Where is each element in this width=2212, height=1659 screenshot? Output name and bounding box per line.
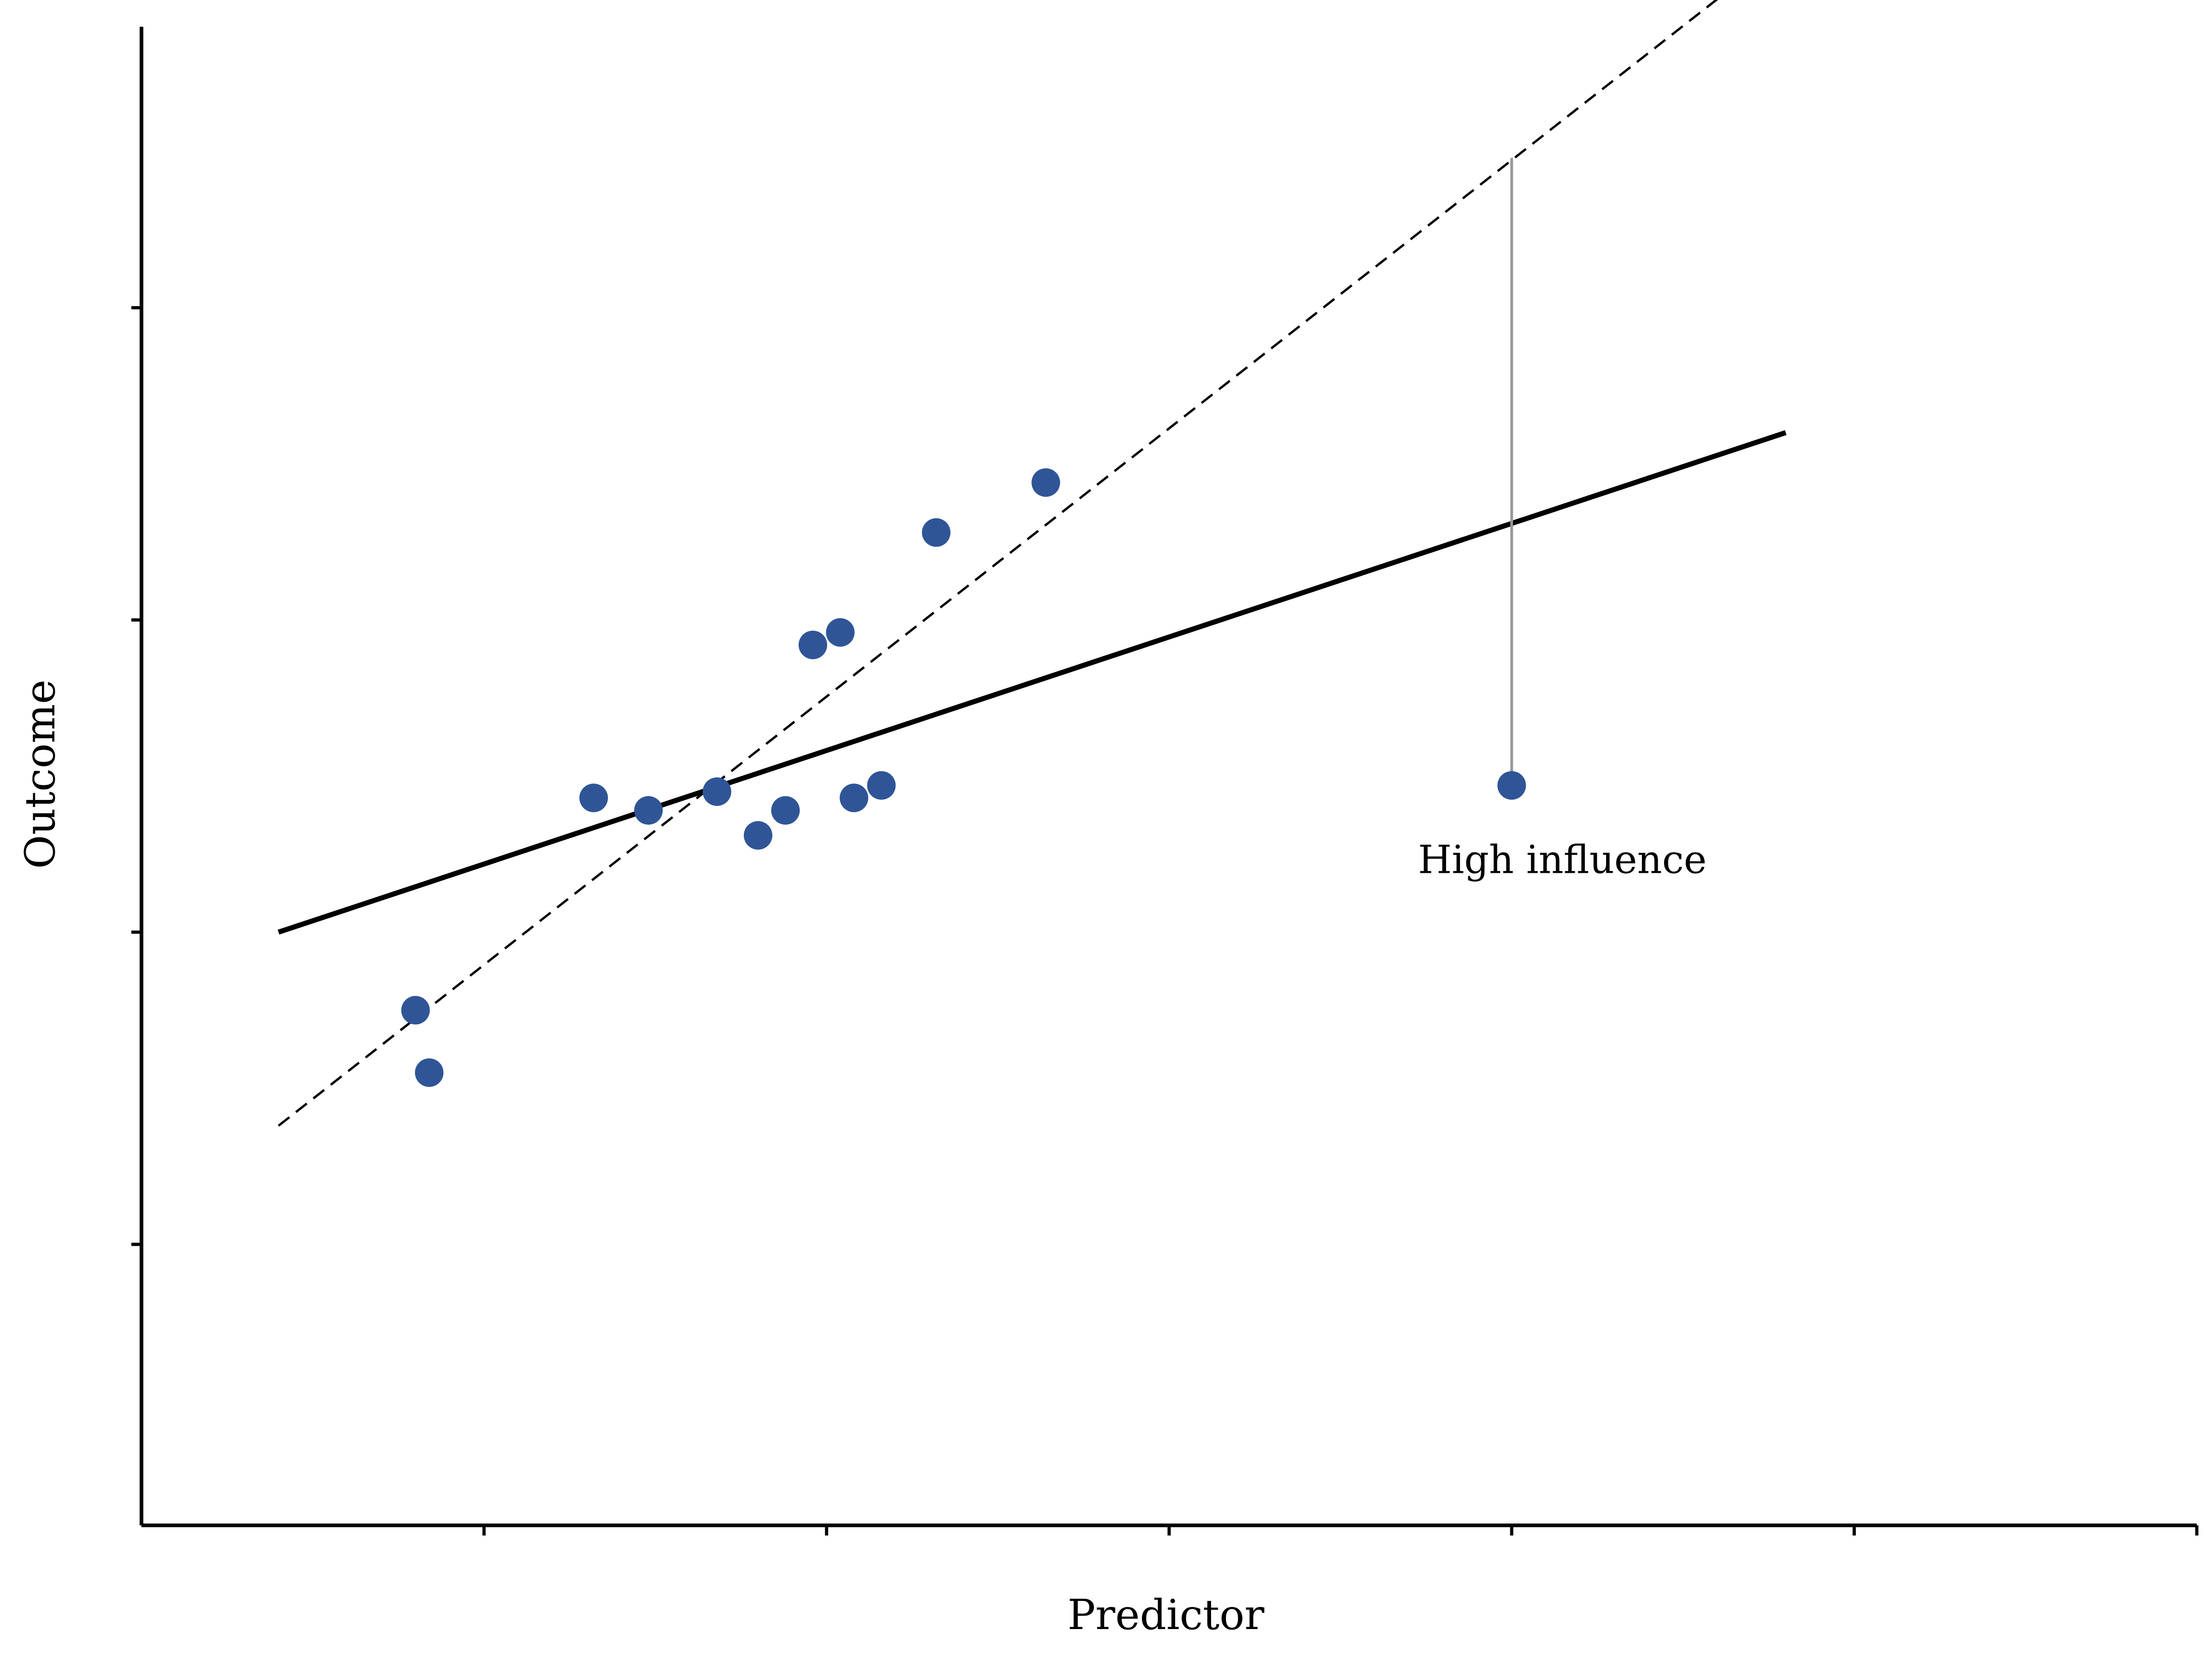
fit-lines: [277, 0, 1787, 1127]
data-point-1: [415, 1058, 444, 1087]
dashed-fit-line: [277, 0, 1718, 1127]
y-axis-title: Outcome: [16, 679, 65, 869]
axes: [140, 27, 2197, 1527]
data-point-9: [840, 783, 869, 812]
data-point-0: [401, 996, 430, 1025]
data-point-7: [798, 630, 827, 659]
annotation: High influence: [1418, 158, 1707, 882]
data-point-11: [922, 518, 951, 547]
data-point-3: [634, 796, 663, 825]
ticks: [131, 306, 2199, 1535]
data-points: [401, 468, 1526, 1087]
data-point-4: [702, 777, 731, 806]
data-point-2: [579, 783, 608, 812]
annotation-label: High influence: [1418, 837, 1706, 882]
data-point-13: [1497, 771, 1526, 800]
x-axis-title: Predictor: [1067, 1591, 1265, 1639]
solid-fit-line: [277, 430, 1787, 935]
data-point-8: [826, 618, 855, 647]
data-point-12: [1031, 468, 1060, 497]
data-point-10: [867, 771, 896, 800]
data-point-5: [744, 821, 772, 850]
data-point-6: [771, 796, 800, 825]
